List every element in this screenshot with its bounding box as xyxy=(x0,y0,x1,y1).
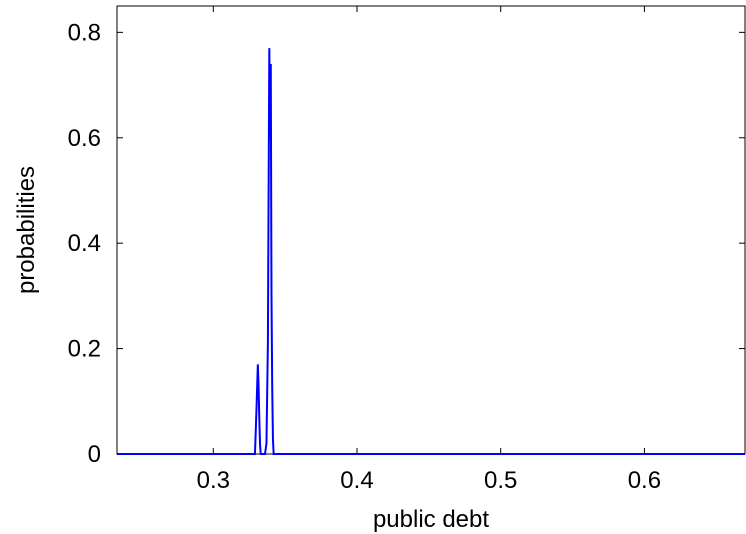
x-tick-label: 0.4 xyxy=(340,467,373,494)
y-axis: 0 0.2 0.4 0.6 0.8 xyxy=(68,19,745,468)
y-tick-label: 0.8 xyxy=(68,19,101,46)
x-tick-label: 0.3 xyxy=(197,467,230,494)
y-tick-label: 0.6 xyxy=(68,125,101,152)
x-tick-label: 0.6 xyxy=(628,467,661,494)
series-line xyxy=(117,48,745,455)
x-axis: 0.3 0.4 0.5 0.6 xyxy=(197,6,661,494)
y-tick-label: 0.2 xyxy=(68,336,101,363)
y-axis-label: probabilities xyxy=(13,166,40,294)
x-tick-label: 0.5 xyxy=(484,467,517,494)
y-tick-label: 0 xyxy=(88,441,101,468)
plot-area-frame xyxy=(116,5,746,455)
x-axis-label: public debt xyxy=(373,506,489,533)
y-tick-label: 0.4 xyxy=(68,230,101,257)
